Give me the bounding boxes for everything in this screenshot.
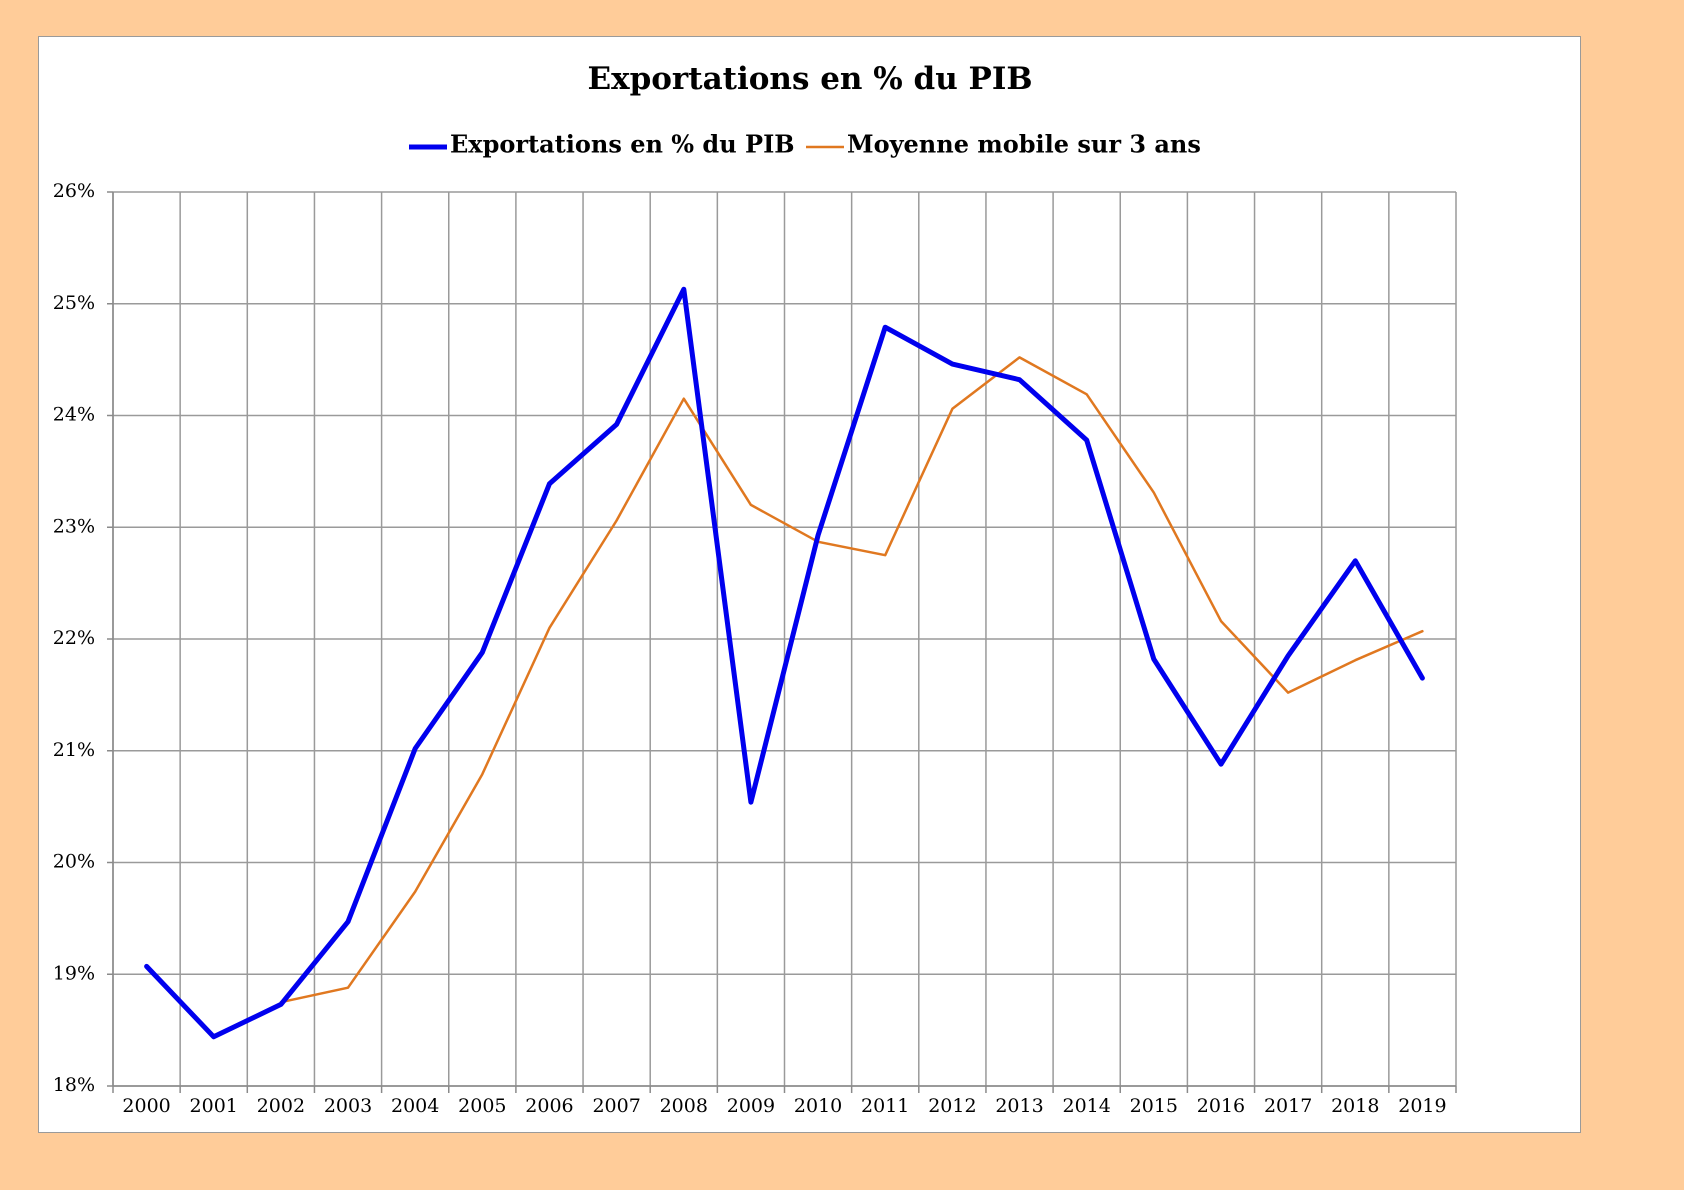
y-tick-label: 26% (53, 180, 95, 202)
x-tick-label: 2017 (1264, 1095, 1312, 1117)
legend-label-exportations: Exportations en % du PIB (450, 130, 795, 159)
x-tick-label: 2015 (1130, 1095, 1178, 1117)
x-tick-label: 2011 (861, 1095, 909, 1117)
y-tick-label: 19% (53, 962, 95, 984)
chart-svg: Exportations en % du PIB Exportations en… (53, 61, 1457, 1117)
y-tick-label: 23% (53, 515, 95, 537)
x-axis-tick-labels: 2000 2001 2002 2003 2004 2005 2006 2007 2008 2009… (122, 1095, 1446, 1117)
y-tick-label: 22% (53, 627, 95, 649)
legend-label-moyenne-mobile: Moyenne mobile sur 3 ans (847, 130, 1201, 159)
y-tick-label: 20% (53, 851, 95, 873)
grid-lines (112, 191, 1457, 1087)
x-tick-label: 2004 (391, 1095, 439, 1117)
y-tick-label: 21% (53, 739, 95, 761)
x-tick-label: 2003 (324, 1095, 372, 1117)
data-series (144, 286, 1425, 1040)
x-tick-label: 2014 (1062, 1095, 1110, 1117)
x-tick-label: 2013 (995, 1095, 1043, 1117)
x-tick-label: 2002 (257, 1095, 305, 1117)
series-line-exportations (144, 286, 1425, 1040)
x-tick-label: 2001 (190, 1095, 238, 1117)
x-tick-label: 2016 (1197, 1095, 1245, 1117)
y-axis-tick-labels: 18% 19% 20% 21% 22% 23% 24% 25% 26% (53, 180, 95, 1096)
series-line-moyenne-mobile (279, 356, 1424, 1004)
legend: Exportations en % du PIB Moyenne mobile … (409, 130, 1201, 159)
chart-title: Exportations en % du PIB (587, 61, 1032, 97)
x-tick-label: 2007 (592, 1095, 640, 1117)
x-tick-label: 2012 (928, 1095, 976, 1117)
axes (107, 191, 1457, 1093)
y-tick-label: 24% (53, 404, 95, 426)
x-tick-label: 2005 (458, 1095, 506, 1117)
y-tick-label: 18% (53, 1074, 95, 1096)
x-tick-label: 2010 (794, 1095, 842, 1117)
x-tick-label: 2018 (1331, 1095, 1379, 1117)
x-tick-label: 2009 (727, 1095, 775, 1117)
x-tick-label: 2008 (660, 1095, 708, 1117)
x-tick-label: 2019 (1398, 1095, 1446, 1117)
chart-panel: Exportations en % du PIB Exportations en… (38, 36, 1581, 1133)
x-tick-label: 2006 (525, 1095, 573, 1117)
x-tick-label: 2000 (122, 1095, 170, 1117)
y-tick-label: 25% (53, 292, 95, 314)
